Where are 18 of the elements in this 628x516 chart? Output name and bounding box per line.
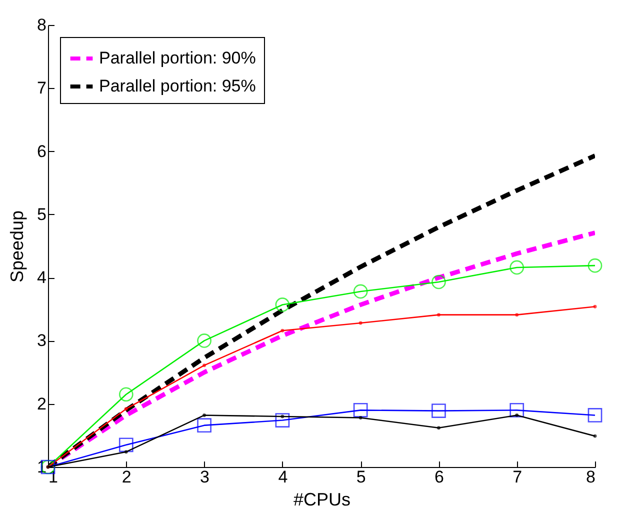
y-tick-label: 8: [37, 16, 46, 34]
x-tick-label: 6: [434, 468, 444, 486]
y-axis-title: Speedup: [7, 210, 28, 283]
y-tick-label: 3: [37, 331, 46, 350]
y-tick-label: 7: [37, 78, 46, 98]
legend-label: Parallel portion: 95%: [99, 76, 256, 96]
x-tick-label: 3: [200, 468, 210, 486]
y-tick-label: 5: [37, 204, 46, 224]
x-tick-label: 8: [586, 468, 596, 486]
x-axis-title: #CPUs: [293, 490, 351, 510]
legend-label: Parallel portion: 90%: [99, 48, 256, 68]
x-tick-label: 2: [122, 468, 132, 486]
x-tick-label: 5: [356, 468, 366, 486]
y-tick-label: 6: [37, 142, 46, 161]
y-tick-label: 4: [37, 268, 46, 288]
x-tick-label: 4: [278, 468, 288, 486]
x-tick-label: 7: [512, 468, 522, 486]
y-tick-label: 2: [37, 394, 46, 414]
